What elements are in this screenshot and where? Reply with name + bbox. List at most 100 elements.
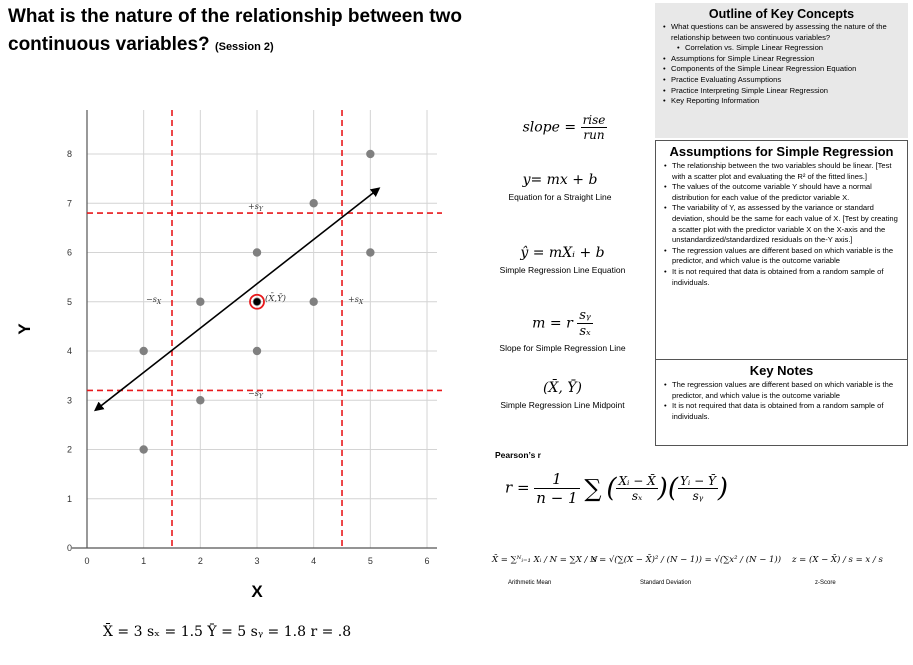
y-tick-label: 8 [67, 149, 72, 159]
outline-item: Correlation vs. Simple Linear Regression [671, 43, 902, 54]
regression-line-group: (X̄,Ȳ) [93, 187, 381, 412]
plot-annotations: +sY −sY +sX −sX [146, 202, 364, 400]
midpoint-ring [249, 293, 265, 310]
line-caption: Equation for a Straight Line [508, 192, 612, 202]
z-caption: z-Score [815, 580, 836, 586]
tick-labels: 0 1 2 3 4 5 6 0 1 2 3 4 5 6 7 8 [67, 149, 430, 566]
y-tick-label: 5 [67, 297, 72, 307]
slope-lhs: slope = [522, 119, 577, 136]
x-axis-label: X [251, 582, 263, 601]
data-point [196, 396, 205, 405]
x-tick-label: 2 [198, 556, 203, 566]
session-label: (Session 2) [214, 41, 274, 53]
plot-axes [72, 110, 437, 549]
mean-caption: Arithmetic Mean [508, 580, 552, 586]
pearson-ynum: Yᵢ − Ȳ [677, 474, 718, 489]
pearson-nm1: n − 1 [536, 489, 578, 507]
data-point [309, 199, 318, 208]
pearson-xnum: Xᵢ − X̄ [616, 474, 658, 489]
assumption-item: The variability of Y, as assessed by the… [664, 203, 901, 245]
keynotes-title: Key Notes [749, 363, 814, 378]
minus-sx-label: −sX [146, 295, 162, 306]
outline-title: Outline of Key Concepts [708, 7, 855, 21]
keynote-item: It is not required that data is obtained… [664, 401, 901, 422]
midpoint-dot [253, 298, 261, 306]
x-tick-label: 3 [255, 556, 260, 566]
pearson-yden: sᵧ [692, 489, 704, 503]
regression-caption: Simple Regression Line Equation [499, 265, 626, 275]
x-tick-label: 0 [84, 556, 89, 566]
data-point [366, 149, 375, 159]
midpoint-equation: (X̄, Ȳ) Simple Regression Line Midpoint [490, 380, 635, 410]
data-point [139, 445, 148, 454]
page-title: What is the nature of the relationship b… [8, 3, 568, 61]
data-point [252, 248, 262, 257]
y-tick-label: 4 [67, 346, 72, 356]
m-den: sₓ [579, 324, 591, 339]
assumptions-title: Assumptions for Simple Regression [669, 144, 894, 159]
data-point [196, 297, 205, 306]
regression-equation: ŷ = mXᵢ + b Simple Regression Line Equat… [490, 245, 635, 275]
plus-sx-label: +sX [348, 295, 364, 306]
m-num: sᵧ [577, 308, 593, 324]
pearson-y-term: Yᵢ − Ȳ sᵧ [677, 474, 718, 503]
outline-item: Components of the Simple Linear Regressi… [663, 64, 902, 75]
pearson-coef: 1 n − 1 [534, 470, 580, 507]
slope-m-equation: m = r sᵧ sₓ Slope for Simple Regression … [490, 308, 635, 353]
x-tick-label: 5 [368, 556, 373, 566]
y-tick-label: 1 [67, 494, 72, 504]
midpoint-label: (X̄,Ȳ) [265, 292, 286, 304]
sd-formula: s = √(∑(X − X̄)² / (N − 1)) = √(∑x² / (N… [592, 555, 782, 565]
data-point [366, 248, 375, 257]
summary-stats: X̄ = 3 sₓ = 1.5 Ȳ = 5 sᵧ = 1.8 r = .8 [103, 624, 352, 640]
outline-item: Key Reporting Information [663, 96, 902, 107]
plot-grid [87, 110, 437, 548]
slope-den: run [583, 128, 605, 142]
keynote-item: The regression values are different base… [664, 380, 901, 401]
slope-num: rise [580, 113, 608, 128]
assumptions-list: The relationship between the two variabl… [662, 161, 901, 288]
assumption-item: The relationship between the two variabl… [664, 161, 901, 182]
pearson-one: 1 [534, 470, 580, 489]
m-fraction: sᵧ sₓ [577, 308, 593, 339]
z-formula: z = (X − X̄) / s = x / s [792, 555, 883, 565]
page-title-main: What is the nature of the relationship b… [8, 6, 462, 55]
data-point [139, 346, 148, 356]
line-equation: y= mx + b Equation for a Straight Line [495, 172, 625, 202]
mean-formula: X̄ = ∑ᴺᵢ₌₁ Xᵢ / N = ∑X / N [492, 555, 598, 565]
x-tick-label: 4 [311, 556, 316, 566]
keynotes-panel: Key Notes The regression values are diff… [655, 360, 908, 446]
y-tick-label: 7 [67, 198, 72, 208]
std-dev-lines [87, 110, 442, 548]
pearson-lhs: r = [505, 478, 530, 497]
x-tick-label: 1 [141, 556, 146, 566]
line-formula: y= mx + b [522, 172, 598, 188]
sd-caption: Standard Deviation [640, 580, 692, 586]
scatter-plot: 0 1 2 3 4 5 6 0 1 2 3 4 5 6 7 8 (X̄,Ȳ) +sY −sY +sX −sX X Y [15, 110, 442, 601]
outline-item: What questions can be answered by assess… [663, 22, 902, 43]
midpoint-caption: Simple Regression Line Midpoint [500, 400, 625, 410]
pearson-formula: r = 1 n − 1 ∑ ( Xᵢ − X̄ sₓ )( Yᵢ − Ȳ sᵧ … [505, 470, 729, 507]
plus-sy-label: +sY [248, 202, 264, 213]
slope-fraction: rise run [580, 113, 608, 142]
data-point [309, 297, 318, 306]
outline-item: Practice Interpreting Simple Linear Regr… [663, 86, 902, 97]
outline-item: Assumptions for Simple Linear Regression [663, 54, 902, 65]
outline-item: Practice Evaluating Assumptions [663, 75, 902, 86]
pearson-x-term: Xᵢ − X̄ sₓ [616, 474, 658, 503]
y-tick-label: 0 [67, 543, 72, 553]
data-point [252, 346, 262, 356]
outline-panel: Outline of Key Concepts What questions c… [655, 3, 908, 138]
regression-line [93, 187, 381, 412]
assumption-item: The regression values are different base… [664, 246, 901, 267]
assumption-item: It is not required that data is obtained… [664, 267, 901, 288]
midpoint-formula: (X̄, Ȳ) [542, 380, 583, 396]
pearson-xden: sₓ [631, 489, 643, 503]
outline-list: What questions can be answered by assess… [661, 22, 902, 107]
x-tick-label: 6 [425, 556, 430, 566]
minus-sy-label: −sY [248, 389, 264, 400]
assumption-item: The values of the outcome variable Y sho… [664, 182, 901, 203]
assumptions-panel: Assumptions for Simple Regression The re… [655, 140, 908, 360]
pearson-label: Pearson’s r [495, 450, 541, 460]
m-caption: Slope for Simple Regression Line [499, 343, 626, 353]
